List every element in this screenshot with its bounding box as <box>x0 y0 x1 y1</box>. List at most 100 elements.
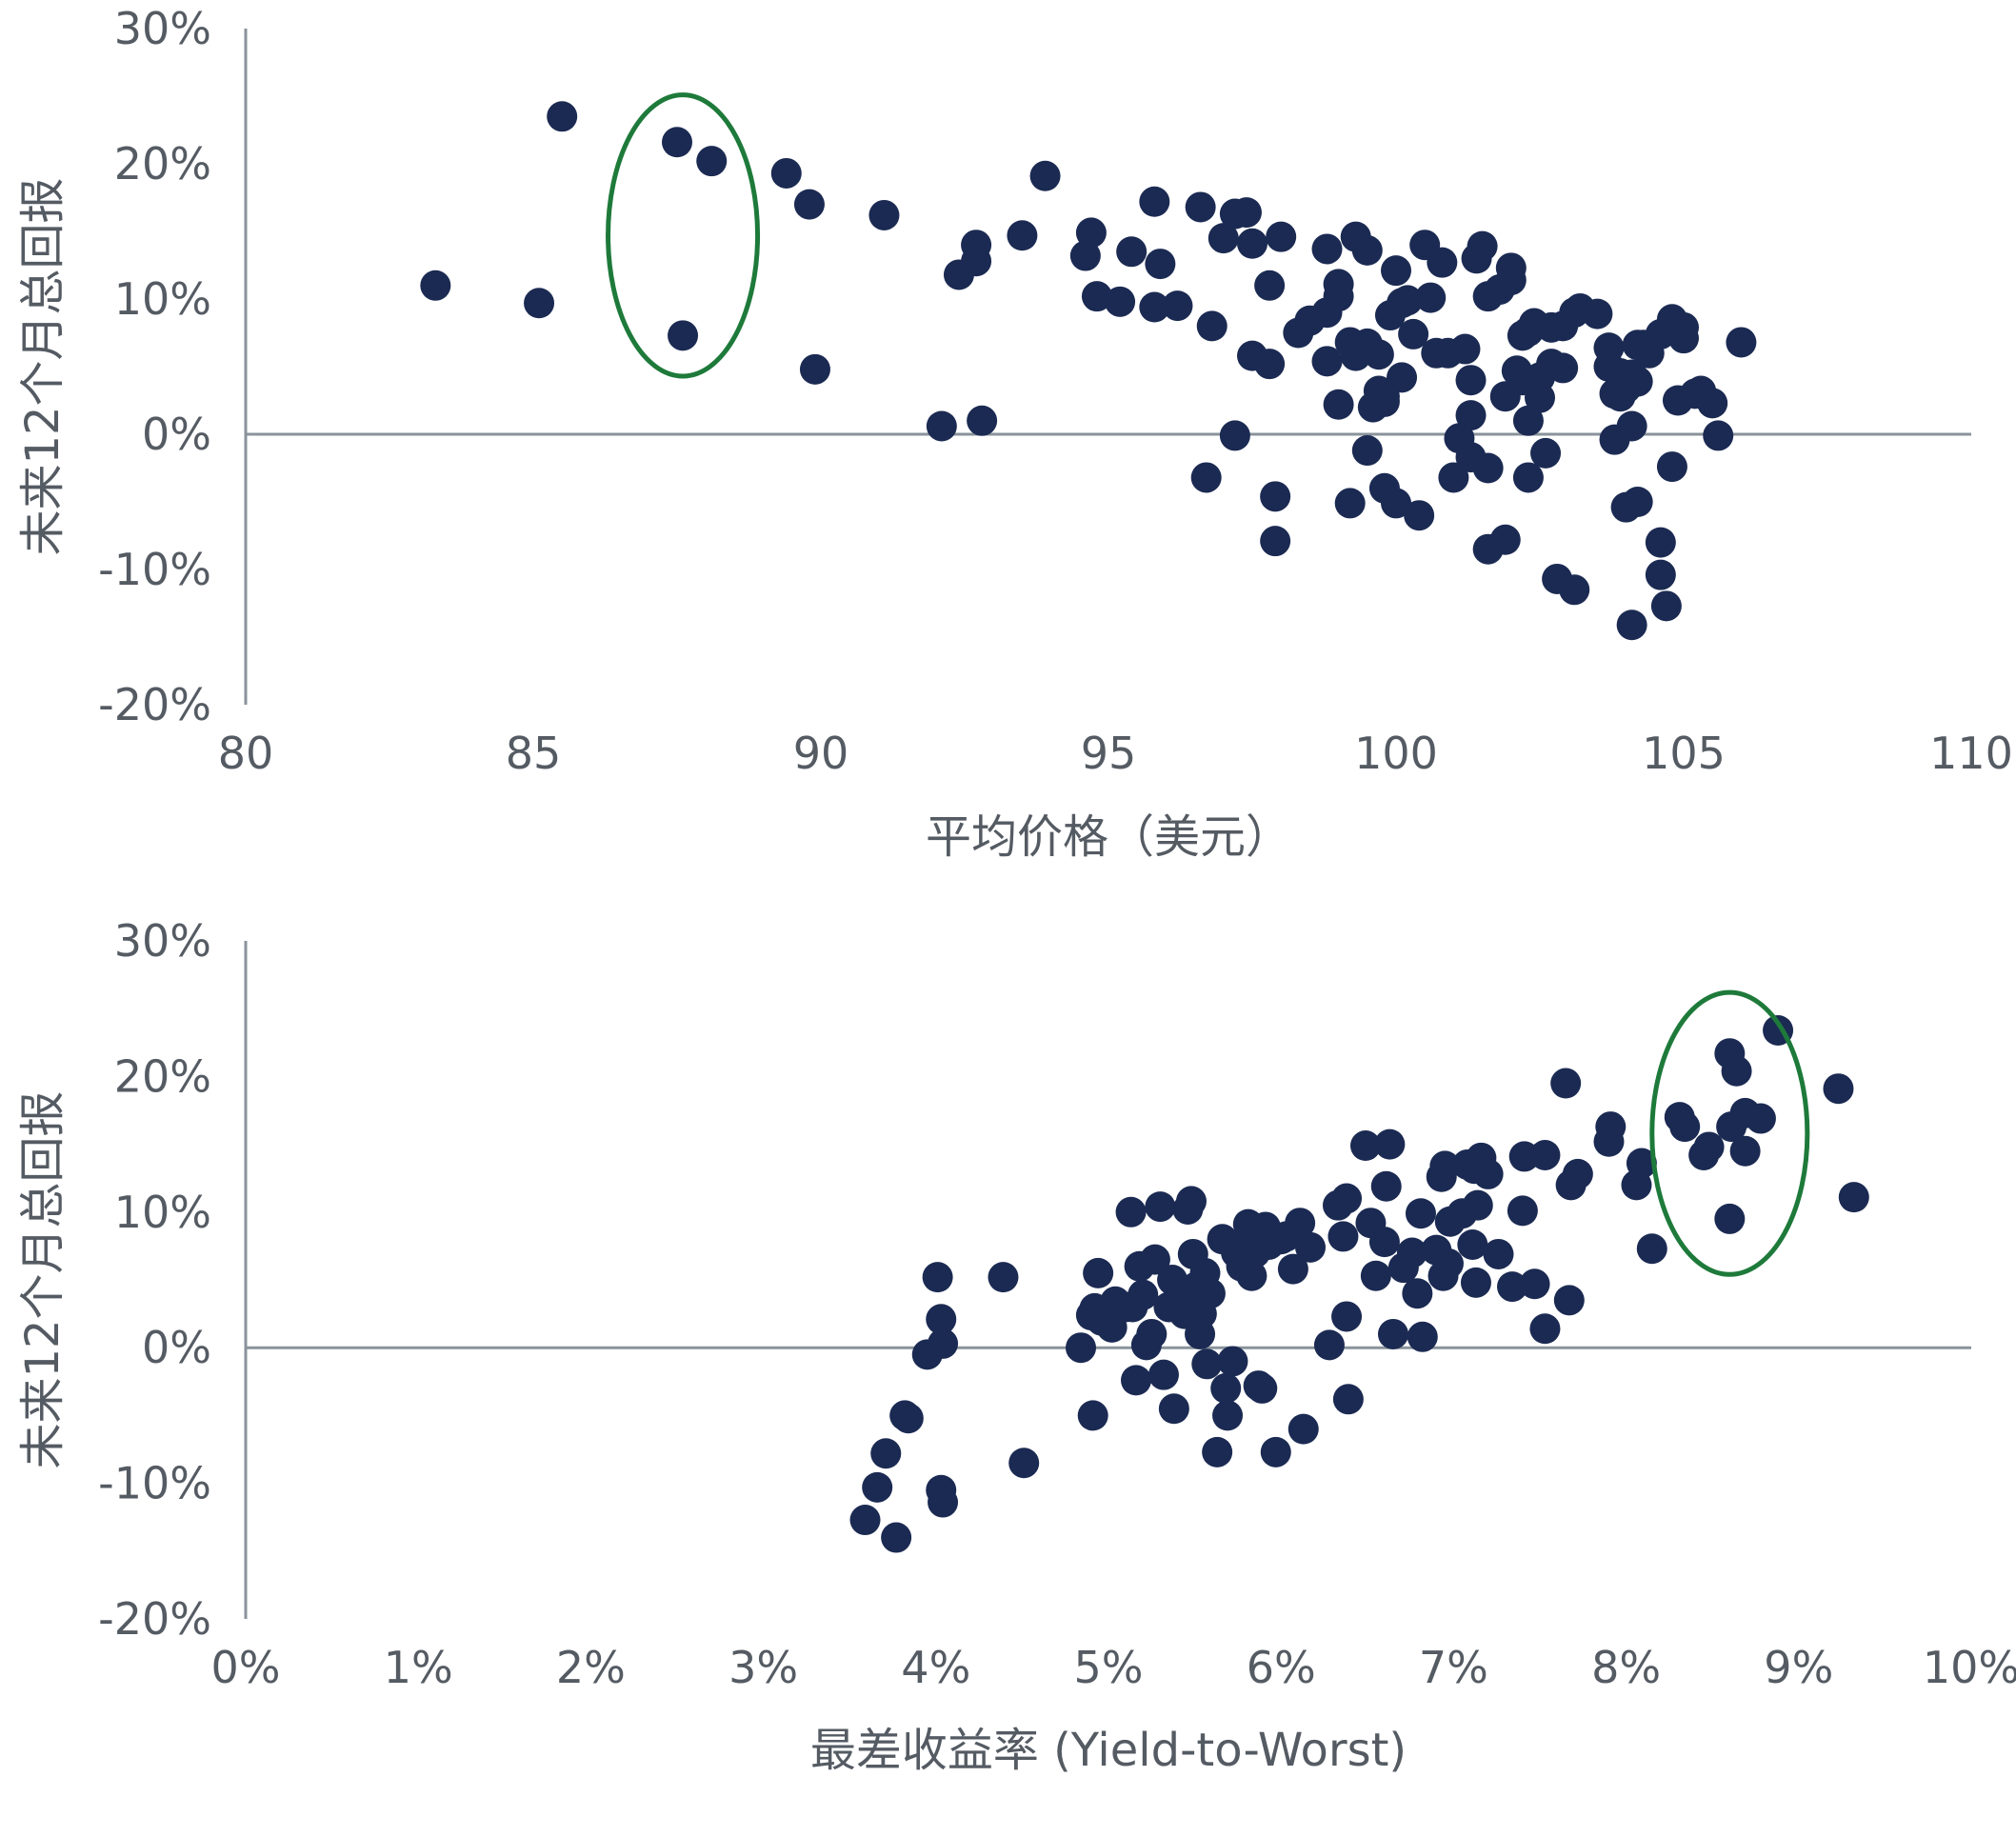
x-tick-label: 8% <box>1591 1642 1661 1693</box>
scatter-point <box>1208 223 1239 254</box>
scatter-point <box>961 230 992 261</box>
x-tick-label: 80 <box>218 728 274 779</box>
scatter-point <box>1656 451 1687 483</box>
scatter-point <box>1472 1158 1504 1189</box>
scatter-point <box>1158 1393 1189 1425</box>
scatter-point <box>1650 590 1682 622</box>
scatter-point <box>1455 400 1487 431</box>
scatter-point <box>1351 234 1383 266</box>
scatter-point <box>1455 365 1487 396</box>
scatter-point <box>849 1505 881 1536</box>
scatter-point <box>1105 286 1136 317</box>
scatter-point <box>1377 1318 1408 1349</box>
x-axis-title: 最差收益率 (Yield-to-Worst) <box>810 1724 1407 1777</box>
scatter-point <box>1483 1238 1514 1269</box>
scatter-point <box>1529 1139 1561 1170</box>
scatter-point <box>1402 1278 1433 1309</box>
scatter-point <box>1626 1148 1657 1179</box>
scatter-point <box>926 410 957 442</box>
scatter-point <box>1553 1285 1585 1316</box>
scatter-point <box>1370 1170 1402 1202</box>
x-tick-label: 95 <box>1081 728 1137 779</box>
y-tick-label: -20% <box>98 679 211 730</box>
y-tick-label: 30% <box>114 915 211 967</box>
scatter-point <box>1190 462 1222 493</box>
y-tick-label: 10% <box>114 1187 211 1238</box>
scatter-point <box>1254 349 1286 380</box>
scatter-point <box>1295 1231 1327 1263</box>
scatter-point <box>1559 574 1590 606</box>
scatter-point <box>1495 265 1527 296</box>
scatter-point <box>1669 1111 1701 1143</box>
scatter-point <box>1191 1348 1223 1380</box>
scatter-point <box>799 353 830 385</box>
scatter-point <box>1562 1158 1593 1189</box>
scatter-point <box>1145 1191 1176 1223</box>
scatter-point <box>1595 1111 1627 1143</box>
scatter-point <box>1427 247 1458 278</box>
scatter-point <box>668 320 699 351</box>
scatter-point <box>1148 1359 1179 1390</box>
scatter-point <box>1332 1384 1364 1415</box>
scatter-point <box>1398 318 1429 349</box>
scatter-point <box>1823 1073 1854 1105</box>
scatter-point <box>420 270 451 301</box>
y-axis-title: 未来12个月总回报 <box>16 177 70 555</box>
scatter-point <box>1714 1203 1746 1234</box>
scatter-point <box>1162 290 1193 322</box>
scatter-point <box>1254 270 1286 301</box>
y-tick-label: 20% <box>114 138 211 190</box>
x-axis-title: 平均价格（美元） <box>926 810 1291 864</box>
scatter-point <box>1247 1372 1278 1404</box>
scatter-point <box>1703 420 1734 451</box>
scatter-point <box>1083 1257 1114 1288</box>
scatter-point <box>1327 1221 1359 1252</box>
scatter-point <box>1029 160 1061 191</box>
scatter-point <box>1729 1135 1761 1167</box>
scatter-point <box>1139 186 1170 217</box>
scatter-point <box>1075 217 1107 249</box>
scatter-point <box>793 189 825 220</box>
scatter-point <box>1529 1313 1561 1345</box>
scatter-point <box>1472 452 1504 484</box>
x-tick-label: 85 <box>506 728 562 779</box>
chart-yield-to-worst-vs-return: 30%20%10%0%-10%-20%0% 1% 2% 3% 4% 5% 6% 7% 8% 9% 1… <box>16 915 2016 1777</box>
scatter-point <box>1175 1186 1207 1217</box>
scatter-point <box>1457 1228 1488 1260</box>
scatter-point <box>1645 559 1676 590</box>
x-tick-label: 105 <box>1642 728 1726 779</box>
scatter-point <box>1139 1244 1170 1275</box>
scatter-point <box>1323 281 1354 312</box>
scatter-point <box>1622 366 1653 397</box>
scatter-point <box>1489 524 1521 555</box>
scatter-point <box>1645 527 1676 558</box>
scatter-point <box>1210 1372 1242 1404</box>
y-tick-label: 30% <box>114 3 211 54</box>
scatter-point <box>1363 339 1394 370</box>
scatter-point <box>988 1262 1019 1293</box>
scatter-point <box>1311 346 1343 377</box>
scatter-point <box>881 1522 912 1553</box>
scatter-point <box>1512 462 1544 493</box>
scatter-point <box>1721 1055 1752 1087</box>
scatter-point <box>1115 1196 1147 1228</box>
scatter-point <box>928 1487 959 1518</box>
y-tick-label: 10% <box>114 273 211 325</box>
scatter-point <box>1008 1448 1040 1479</box>
scatter-point <box>1311 233 1343 265</box>
scatter-point <box>547 101 578 132</box>
scatter-point <box>1404 500 1435 531</box>
scatter-point <box>1616 609 1647 641</box>
y-tick-label: 0% <box>142 1322 211 1373</box>
scatter-point <box>1368 1227 1400 1258</box>
scatter-point <box>1266 221 1297 252</box>
scatter-point <box>1497 1271 1528 1303</box>
scatter-point <box>1462 1189 1493 1221</box>
scatter-point <box>1202 1436 1233 1468</box>
scatter-point <box>1260 481 1291 512</box>
scatter-point <box>1077 1400 1108 1431</box>
scatter-point <box>1622 487 1653 517</box>
y-tick-label: 0% <box>142 409 211 460</box>
highlight-ellipse <box>1649 989 1810 1277</box>
